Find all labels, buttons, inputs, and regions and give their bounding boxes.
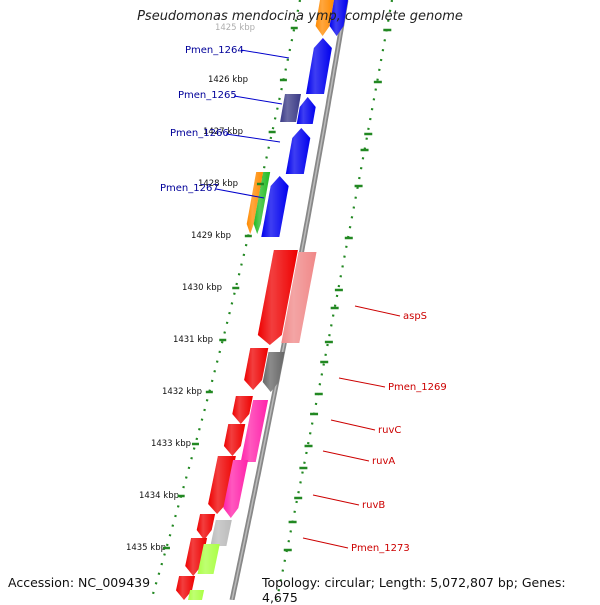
kbp-tick-label: 1426 kbp — [208, 75, 248, 85]
kbp-tick-label: 1432 kbp — [162, 387, 202, 397]
gene-pmen-1269-shine — [262, 352, 285, 392]
gene-blue-top-shine — [329, 0, 348, 36]
gene-lime-bottom-shine — [188, 590, 205, 600]
gene-ruvB-shine — [223, 460, 249, 518]
gene-label-pmen-1269: Pmen_1269 — [388, 382, 447, 393]
leader-line-left — [215, 188, 265, 199]
leader-line-left — [225, 133, 281, 143]
gene-label-ruvc: ruvC — [378, 425, 401, 436]
kbp-tick-label: 1431 kbp — [173, 335, 213, 345]
gene-label-asps: aspS — [403, 311, 427, 322]
gene-pmen-1265-b-shine — [296, 97, 316, 124]
gene-red-1273-b-shine — [185, 538, 208, 576]
topology-text: Topology: circular; Length: 5,072,807 bp… — [262, 575, 566, 605]
kbp-tick-label: 1430 kbp — [182, 283, 222, 293]
gene-label-pmen-1273: Pmen_1273 — [351, 543, 410, 554]
leader-line-left — [233, 95, 283, 105]
kbp-tick-label: 1434 kbp — [139, 491, 179, 501]
gene-aspS-shine — [281, 252, 317, 343]
gene-red-1273-a-shine — [196, 514, 216, 540]
gene-red-bottom-shine — [176, 576, 196, 600]
genome-title: Pseudomonas mendocina ymp, complete geno… — [137, 9, 463, 24]
gene-red-ruvA-shine — [223, 424, 246, 456]
gene-ruvC-shine — [240, 400, 269, 462]
leader-line-right — [322, 450, 370, 462]
leader-line-right — [354, 305, 401, 317]
gene-red-ruvB-shine — [208, 456, 236, 514]
gene-red-aspS-shine — [257, 250, 298, 345]
gene-label-ruvb: ruvB — [362, 500, 385, 511]
leader-line-right — [338, 377, 386, 388]
gene-pmen-1267-c-shine — [261, 176, 289, 237]
gene-red-ruvC-shine — [232, 396, 253, 424]
gene-pmen-1265-shine — [280, 94, 301, 122]
gene-label-ruva: ruvA — [372, 456, 395, 467]
kbp-tick-label: 1433 kbp — [151, 439, 191, 449]
right-dotted-guide — [275, 0, 394, 600]
gene-orange-top-shine — [315, 0, 334, 36]
gene-pmen-1267-a-shine — [246, 172, 264, 234]
gene-red-1269-shine — [244, 348, 269, 390]
leader-line-right — [302, 537, 349, 549]
gene-pmen-1266-shine — [285, 128, 311, 174]
gene-pmen-1267-b-shine — [253, 172, 271, 234]
kbp-tick-label: 1425 kbp — [215, 23, 255, 33]
kbp-tick-label: 1429 kbp — [191, 231, 231, 241]
gene-label-pmen-1267: Pmen_1267 — [160, 183, 219, 194]
gene-lime-shine — [197, 544, 220, 574]
kbp-tick-label: 1428 kbp — [198, 179, 238, 189]
gene-pmen-1273-shine — [210, 520, 232, 546]
gene-pmen-1264-shine — [306, 38, 332, 94]
gene-label-pmen-1265: Pmen_1265 — [178, 90, 237, 101]
leader-line-left — [240, 49, 290, 59]
gene-label-pmen-1266: Pmen_1266 — [170, 128, 229, 139]
gene-label-pmen-1264: Pmen_1264 — [185, 45, 244, 56]
kbp-tick-label: 1435 kbp — [126, 543, 166, 553]
kbp-tick-label: 1427 kbp — [203, 127, 243, 137]
leader-line-right — [330, 419, 376, 431]
accession-text: Accession: NC_009439 — [8, 575, 151, 590]
leader-line-right — [312, 494, 360, 506]
